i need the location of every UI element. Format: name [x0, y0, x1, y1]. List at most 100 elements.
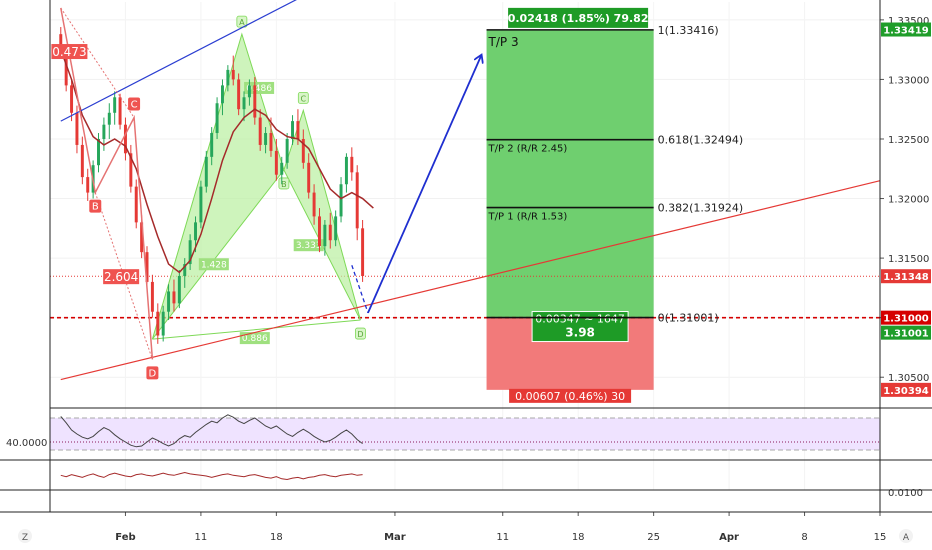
timezone-button[interactable] [18, 529, 32, 543]
trend-lines[interactable] [60, 0, 881, 381]
price-axis-labels: 1.33419 1.31348 1.31000 1.31001 1.30394 [881, 22, 931, 397]
candle-body [118, 97, 122, 125]
harmonic-pattern-red[interactable]: B C D 0.473 2.604 [51, 7, 159, 380]
price-axis-tag-text: 1.31348 [883, 272, 929, 283]
forecast-arrow[interactable] [351, 56, 481, 314]
candle-body [355, 172, 359, 229]
price-axis-tag-text: 1.31001 [883, 329, 929, 340]
fib-level-label: 1(1.33416) [658, 24, 719, 37]
abcd-ratio-box [51, 44, 88, 60]
auto-scale-button[interactable] [899, 529, 913, 543]
candle-body [107, 112, 111, 125]
rsi-band [50, 418, 880, 450]
fib-level-label: 0(1.31001) [658, 312, 719, 325]
target-box-text: 0.02418 (1.85%) 79.82 [508, 12, 649, 25]
candle-body [220, 85, 224, 104]
time-tick-label: Feb [115, 532, 135, 543]
candle-body [64, 53, 68, 86]
price-axis-tag [881, 382, 931, 397]
price-tick-label: 1.32000 [888, 195, 929, 206]
abcd-point-label: C [131, 100, 138, 111]
abcd-ratio-label: 0.473 [52, 45, 86, 59]
candle-body [253, 85, 257, 118]
forecast-dashed-segment [351, 265, 369, 314]
abcd-point-marker [146, 366, 159, 380]
candle-body [280, 162, 284, 175]
price-tick-label: 1.33000 [888, 75, 929, 86]
time-tick-label: 15 [874, 532, 887, 543]
candle-body [328, 224, 332, 241]
lower-indicator-pane[interactable]: 0.0100 [60, 471, 923, 500]
profit-zone[interactable] [486, 29, 654, 318]
candle-body [296, 121, 300, 139]
candle-body [274, 150, 278, 175]
candle-body [317, 216, 321, 247]
candle-body [361, 228, 365, 276]
time-tick-label: Mar [384, 532, 406, 543]
price-axis-tag-text: 1.30394 [883, 386, 929, 397]
price-tick-label: 1.32500 [888, 135, 929, 146]
fib-levels[interactable]: 1(1.33416) T/P 3 0.618(1.32494) T/P 2 (R/R … [486, 24, 744, 325]
price-tick-label: 1.30500 [888, 373, 929, 384]
take-profit-label: T/P 2 (R/R 2.45) [488, 144, 568, 155]
candle-body [215, 103, 219, 134]
candle-body [172, 291, 176, 304]
candle-body [177, 275, 181, 304]
time-axis[interactable]: Feb 11 18 Mar 11 18 25 Apr 8 15 Z A [18, 512, 913, 543]
candle-body [59, 34, 63, 54]
candle-body [247, 85, 251, 98]
candle-body [134, 186, 138, 223]
candle-body [258, 117, 262, 145]
forecast-arrow-line[interactable] [367, 56, 481, 314]
candle-body [86, 177, 90, 193]
price-axis-tag [881, 310, 931, 325]
candle-body [102, 124, 106, 139]
candle-body [344, 156, 348, 185]
pattern-ratio-label: 1.428 [201, 260, 227, 270]
pattern-point-label: B [281, 180, 287, 189]
candle-body [97, 138, 100, 166]
pattern-point-label: C [301, 94, 307, 103]
take-profit-label: T/P 3 [488, 35, 519, 49]
candle-body [264, 133, 268, 145]
pane-borders [0, 0, 932, 513]
price-tick-label: 1.31500 [888, 254, 929, 265]
candle-body [199, 186, 203, 223]
pattern-point-label: D [357, 330, 363, 339]
candle-body [242, 97, 246, 110]
candlestick-series [59, 27, 365, 344]
price-axis-tag [881, 22, 931, 37]
lower-indicator-label: 0.0100 [888, 488, 923, 499]
moving-average [60, 49, 374, 274]
pattern-point-marker [355, 327, 366, 340]
pattern-ratio-box [198, 258, 229, 271]
lower-indicator-line [60, 471, 363, 481]
pattern-ratio-label: 0.886 [242, 334, 268, 344]
time-tick-label: Apr [719, 532, 739, 543]
candle-body [150, 281, 154, 312]
candle-body [194, 222, 198, 241]
entry-box-text: 0.00347 ~ 1647 [535, 313, 625, 326]
candle-body [226, 69, 230, 86]
abcd-ratio-label: 2.604 [104, 270, 138, 284]
candle-body [140, 222, 144, 253]
fib-level-label: 0.382(1.31924) [658, 202, 744, 215]
time-tick-label: 18 [572, 532, 585, 543]
candle-body [145, 252, 149, 282]
candle-body [291, 121, 295, 139]
candle-body [350, 156, 354, 173]
pattern-ratio-label: 3.333 [296, 241, 322, 251]
upper-channel-line[interactable] [60, 0, 304, 122]
moving-average-line [60, 49, 374, 274]
lower-trend-line[interactable] [60, 180, 881, 381]
auto-scale-button-label: A [903, 533, 910, 543]
candle-body [334, 216, 338, 241]
pattern-point-label: A [239, 18, 245, 27]
rsi-pane[interactable]: 40.0000 [0, 414, 880, 451]
target-box [508, 7, 649, 28]
rsi-line [60, 414, 363, 448]
time-tick-label: 8 [801, 532, 807, 543]
